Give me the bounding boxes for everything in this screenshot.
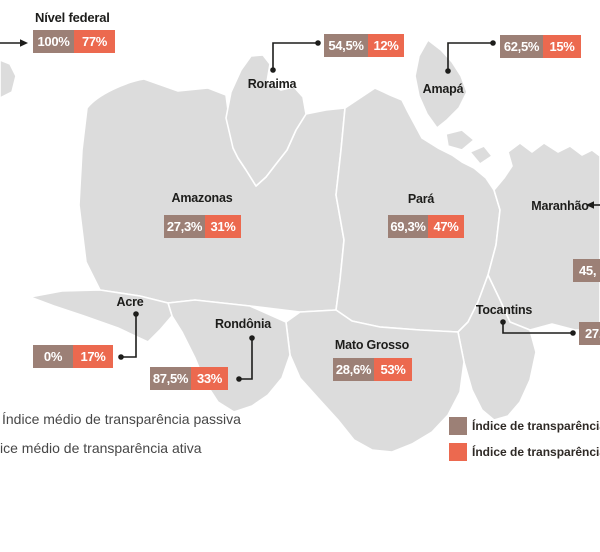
badge-acre-passive: 0% xyxy=(33,345,73,368)
map-state-para xyxy=(335,87,501,333)
legend-row-active: Índice de transparência a xyxy=(449,443,600,461)
badge-roraima-active: 12% xyxy=(368,34,404,57)
connector-maranhao xyxy=(586,201,600,209)
map-state-matogrosso xyxy=(285,309,465,453)
connector-amapa xyxy=(445,40,496,74)
state-label-rondonia: Rondônia xyxy=(214,317,272,331)
badge-rondonia-passive: 87,5% xyxy=(150,367,191,390)
map-state-rondonia xyxy=(167,299,291,413)
badge-tocantins: 27, xyxy=(579,322,600,345)
badge-rondonia-active: 33% xyxy=(191,367,228,390)
state-label-acre: Acre xyxy=(116,295,144,309)
state-label-maranhao: Maranhão xyxy=(531,199,589,213)
state-label-amapa: Amapá xyxy=(422,82,464,96)
passive-color-swatch xyxy=(449,417,467,435)
badge-matogrosso-active: 53% xyxy=(374,358,412,381)
map-island-2 xyxy=(469,145,493,165)
state-label-amazonas: Amazonas xyxy=(171,191,233,205)
badge-matogrosso: 28,6% 53% xyxy=(333,358,412,381)
badge-para-active: 47% xyxy=(428,215,464,238)
badge-amapa-passive: 62,5% xyxy=(500,35,543,58)
map-fragment-left-edge xyxy=(0,59,17,99)
map-state-roraima xyxy=(225,54,307,187)
map-state-maranhao xyxy=(487,142,600,331)
badge-federal-active: 77% xyxy=(74,30,115,53)
legend-passive-label: Índice de transparência p xyxy=(472,419,600,433)
badge-maranhao: 45, xyxy=(573,259,600,282)
badge-matogrosso-passive: 28,6% xyxy=(333,358,374,381)
badge-para: 69,3% 47% xyxy=(388,215,464,238)
state-label-roraima: Roraima xyxy=(247,77,297,91)
connector-rondonia xyxy=(236,335,255,382)
badge-amapa-active: 15% xyxy=(543,35,581,58)
legend-row-passive: Índice de transparência p xyxy=(449,417,600,435)
legend-passive-average: Índice médio de transparência passiva xyxy=(2,411,241,427)
connector-federal xyxy=(0,39,28,47)
legend-active-average: ice médio de transparência ativa xyxy=(0,440,202,456)
connector-roraima xyxy=(270,40,321,73)
badge-roraima-passive: 54,5% xyxy=(324,34,368,57)
badge-amazonas-passive: 27,3% xyxy=(164,215,205,238)
connector-tocantins xyxy=(500,319,576,336)
badge-amapa: 62,5% 15% xyxy=(500,35,581,58)
state-label-para: Pará xyxy=(407,192,435,206)
map-state-tocantins xyxy=(457,274,537,421)
state-label-tocantins: Tocantins xyxy=(475,303,533,317)
badge-rondonia: 87,5% 33% xyxy=(150,367,228,390)
badge-para-passive: 69,3% xyxy=(388,215,428,238)
badge-tocantins-passive: 27, xyxy=(579,322,600,345)
legend-active-label: Índice de transparência a xyxy=(472,445,600,459)
map-island-1 xyxy=(445,129,475,151)
badge-acre: 0% 17% xyxy=(33,345,113,368)
active-color-swatch xyxy=(449,443,467,461)
badge-federal: 100% 77% xyxy=(33,30,115,53)
badge-maranhao-passive: 45, xyxy=(573,259,600,282)
badge-acre-active: 17% xyxy=(73,345,113,368)
badge-federal-passive: 100% xyxy=(33,30,74,53)
badge-amazonas-active: 31% xyxy=(205,215,241,238)
connector-acre xyxy=(118,311,139,360)
badge-amazonas: 27,3% 31% xyxy=(164,215,241,238)
state-label-federal: Nível federal xyxy=(35,10,110,25)
badge-roraima: 54,5% 12% xyxy=(324,34,404,57)
state-label-matogrosso: Mato Grosso xyxy=(334,338,410,352)
map-state-amapa xyxy=(414,39,468,129)
